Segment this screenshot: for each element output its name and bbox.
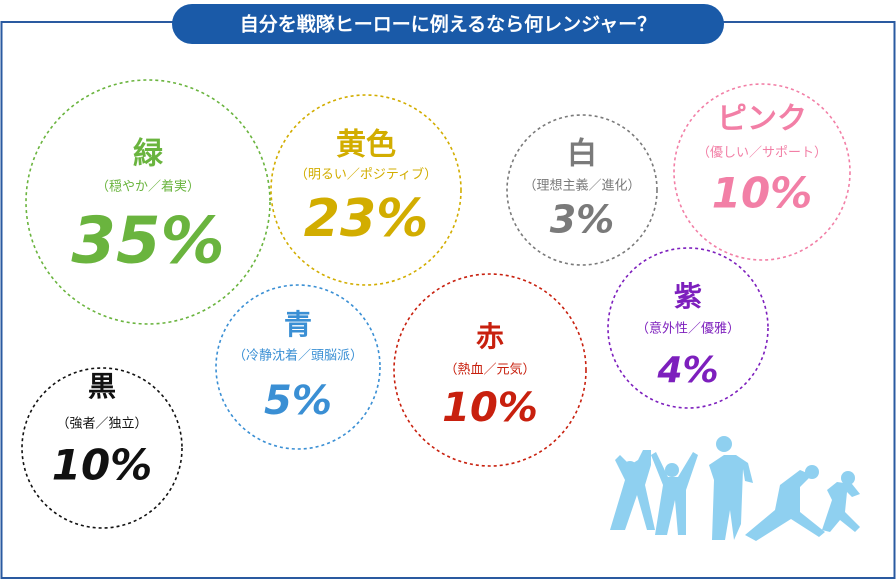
category-description: （意外性／優雅） <box>636 321 740 337</box>
category-label: 黄色 <box>336 128 396 163</box>
value-label: 35% <box>71 205 224 279</box>
bubble <box>607 247 769 409</box>
bubble <box>270 94 462 286</box>
bubble <box>393 273 587 467</box>
value-label: 10% <box>52 441 153 490</box>
bubble <box>25 79 271 325</box>
value-label: 3% <box>550 198 615 242</box>
value-label: 10% <box>712 169 813 218</box>
bubble <box>21 367 183 529</box>
bubble <box>673 83 851 261</box>
frame <box>0 21 896 579</box>
bubble <box>506 114 658 266</box>
category-description: （明るい／ポジティブ） <box>295 167 437 183</box>
category-label: 白 <box>567 137 597 172</box>
bubble <box>215 284 381 450</box>
category-description: （熱血／元気） <box>444 362 535 378</box>
category-label: ピンク <box>717 102 807 137</box>
category-label: 緑 <box>133 137 164 172</box>
category-label: 紫 <box>674 280 702 313</box>
value-label: 23% <box>304 189 428 249</box>
category-description: （優しい／サポート） <box>697 146 827 161</box>
category-label: 赤 <box>476 320 504 353</box>
value-label: 10% <box>442 385 538 431</box>
category-label: 青 <box>284 308 312 341</box>
value-label: 4% <box>656 350 718 391</box>
value-label: 5% <box>264 378 332 424</box>
title-pill <box>172 4 724 44</box>
category-description: （穏やか／着実） <box>96 179 200 195</box>
category-label: 黒 <box>88 370 116 403</box>
chart-title: 自分を戦隊ヒーローに例えるなら何レンジャー？ <box>240 13 656 36</box>
category-description: （強者／独立） <box>56 417 147 432</box>
hero-silhouettes <box>610 436 860 541</box>
category-description: （冷静沈着／頭脳派） <box>233 348 363 364</box>
category-description: （理想主義／進化） <box>523 178 640 194</box>
